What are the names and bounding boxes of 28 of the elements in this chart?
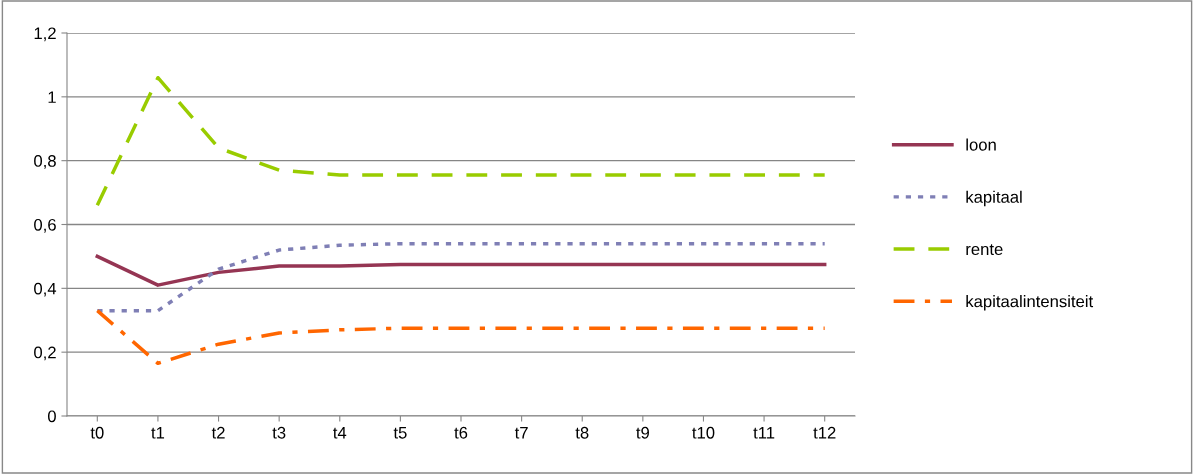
y-tick-label: 0,8 <box>34 155 56 169</box>
x-tick-label: t4 <box>333 427 347 439</box>
x-tick-label: t1 <box>151 427 165 439</box>
x-tick-label: t7 <box>514 427 528 439</box>
x-tick-label: t6 <box>454 426 468 439</box>
x-tick-label: t11 <box>753 427 775 439</box>
legend-label: kapitaalintensiteit <box>966 295 1094 311</box>
y-tick-label: 1 <box>48 91 56 103</box>
x-tick-label: t10 <box>692 426 715 439</box>
x-tick-label: t2 <box>211 426 225 439</box>
x-tick-label: t3 <box>272 426 286 439</box>
line-series <box>95 308 827 366</box>
line-series <box>95 75 827 208</box>
x-tick-label: t9 <box>636 426 650 439</box>
x-tick-label: t12 <box>813 426 836 439</box>
legend-label: kapitaal <box>966 190 1022 207</box>
x-tick-label: t8 <box>575 426 589 439</box>
y-tick-label: 0,4 <box>34 282 57 297</box>
y-tick-label: 1,2 <box>34 27 56 42</box>
y-tick-label: 0,6 <box>34 218 56 233</box>
line-series <box>95 254 827 287</box>
line-series <box>95 241 827 313</box>
legend-label: rente <box>966 244 1003 256</box>
x-tick-label: t5 <box>393 427 407 439</box>
x-tick-label: t0 <box>90 426 104 439</box>
y-tick-label: 0 <box>47 410 56 423</box>
y-tick-label: 0,2 <box>34 346 56 361</box>
legend-label: loon <box>966 138 996 151</box>
